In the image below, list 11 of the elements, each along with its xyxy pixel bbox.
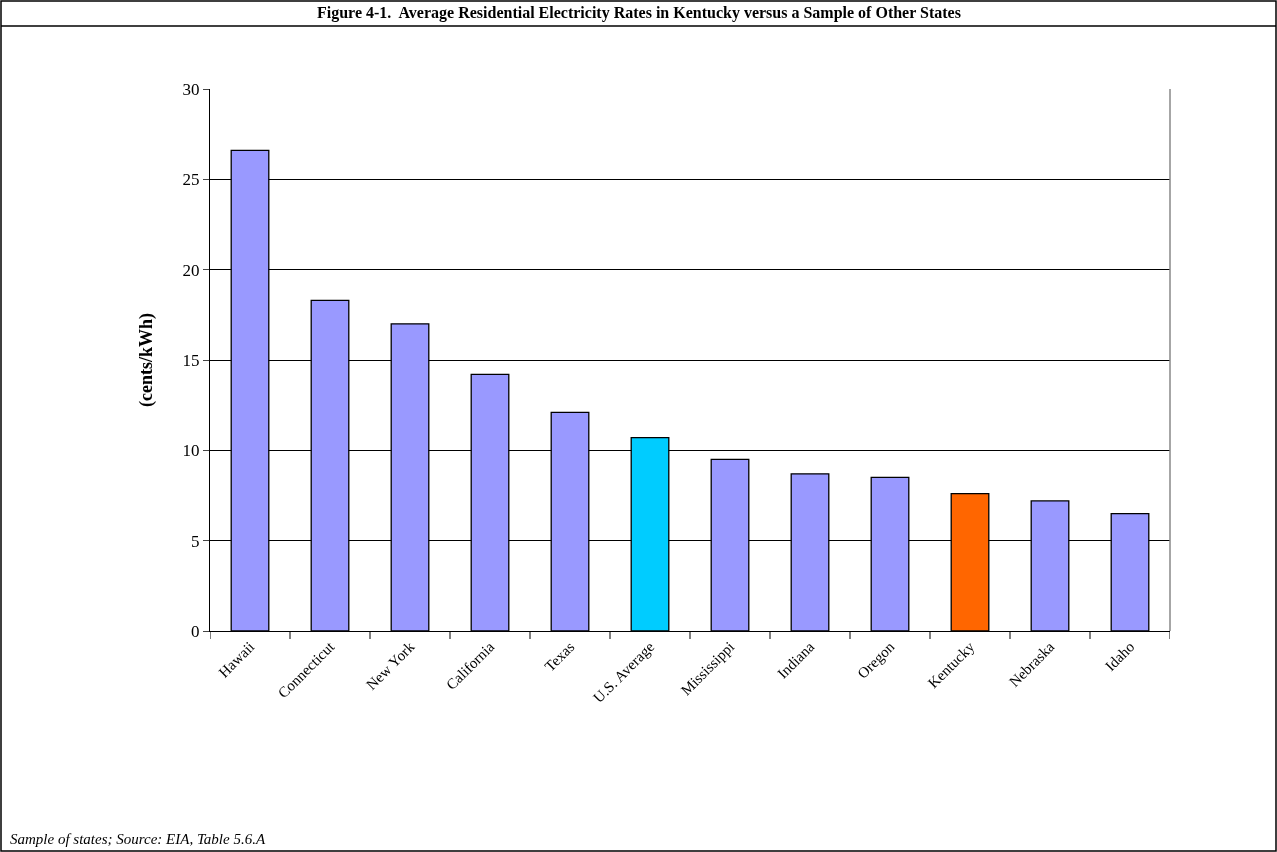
y-tick-label: 20 — [182, 260, 200, 280]
y-axis-title: (cents/kWh) — [135, 313, 157, 407]
y-tick-label: 10 — [182, 441, 200, 461]
y-tick-label: 25 — [182, 170, 200, 190]
y-tick-label: 0 — [191, 621, 200, 641]
chart-title: Figure 4-1. Average Residential Electricity Rates in Kentucky versus a Sample of Other States — [317, 4, 961, 22]
y-tick-label: 15 — [182, 350, 200, 370]
y-tick-label: 30 — [182, 79, 200, 99]
x-tick-label: New York — [363, 638, 418, 693]
y-tick-label: 5 — [191, 531, 200, 551]
text: Sample of states; Source: EIA, Table 5.6.A — [10, 831, 266, 847]
